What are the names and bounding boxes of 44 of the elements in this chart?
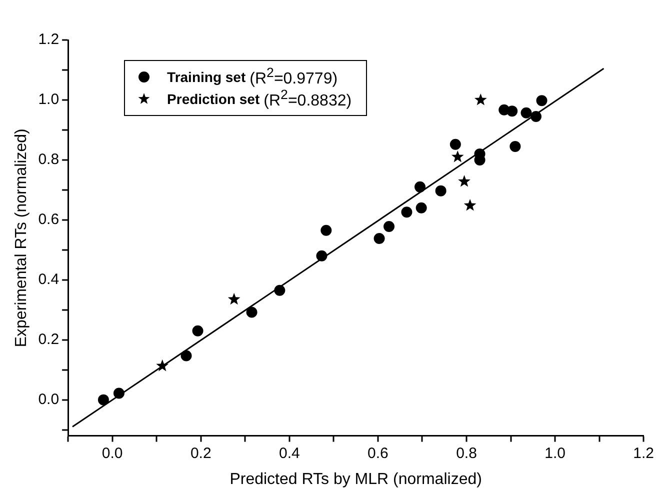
point <box>401 206 412 218</box>
x-tick-label: 1.0 <box>544 444 566 462</box>
point <box>464 199 476 211</box>
point <box>474 93 487 106</box>
point <box>192 325 204 336</box>
x-tick-label: 0.0 <box>102 444 123 462</box>
x-tick-label: 0.4 <box>278 444 300 462</box>
point <box>450 138 461 150</box>
point <box>530 110 542 122</box>
point <box>510 140 521 152</box>
point <box>458 175 470 187</box>
point <box>113 388 124 399</box>
point <box>451 150 464 162</box>
x-tick-label: 0.2 <box>190 444 212 462</box>
y-tick-label: 0.8 <box>38 151 60 168</box>
legend-label: Training set (R$^{2}$=0.9779) <box>167 65 338 89</box>
point <box>374 233 385 244</box>
point <box>506 106 518 117</box>
point <box>274 284 286 296</box>
legend-label: Prediction set (R$^{2}$=0.8832) <box>167 87 352 111</box>
point <box>320 224 332 236</box>
y-tick-label: 0.0 <box>38 390 60 408</box>
point <box>246 306 258 318</box>
point <box>520 107 532 118</box>
point <box>416 202 427 214</box>
x-axis-title: Predicted RTs by MLR (normalized) <box>230 470 482 488</box>
y-tick-label: 1.2 <box>38 31 60 48</box>
x-tick-label: 0.6 <box>368 444 388 462</box>
y-tick-label: 0.6 <box>38 211 60 228</box>
point <box>536 95 548 106</box>
point <box>435 185 446 196</box>
x-tick-label: 1.2 <box>633 444 654 462</box>
point <box>228 292 240 305</box>
point <box>156 359 169 372</box>
y-tick-label: 0.4 <box>38 271 60 288</box>
x-tick-label: 0.8 <box>456 444 477 462</box>
point <box>180 350 192 362</box>
point <box>384 221 395 232</box>
point <box>316 250 328 262</box>
point <box>98 394 109 406</box>
y-axis-title: Experimental RTs (normalized) <box>13 128 30 348</box>
y-tick-label: 0.2 <box>38 330 60 348</box>
point <box>414 181 426 192</box>
y-tick-label: 1.0 <box>38 91 60 108</box>
